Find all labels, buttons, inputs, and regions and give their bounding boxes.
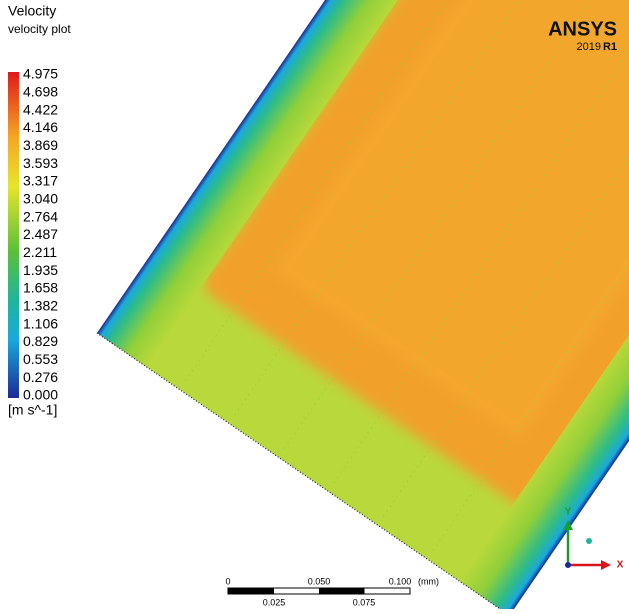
legend-tick-label: 2.487 xyxy=(23,226,58,242)
colorbar xyxy=(8,72,19,398)
axis-label: Y xyxy=(565,507,572,518)
legend-tick-label: 0.276 xyxy=(23,369,58,385)
legend-tick-label: 3.317 xyxy=(23,173,58,189)
legend-tick-label: 2.764 xyxy=(23,208,58,224)
legend-tick-label: 1.935 xyxy=(23,262,58,278)
scale-label: 0.025 xyxy=(263,597,286,607)
legend-tick-label: 3.869 xyxy=(23,137,58,153)
scale-label: 0.075 xyxy=(353,597,376,607)
logo-version: 2019 xyxy=(577,41,601,53)
legend-tick-label: 3.593 xyxy=(23,155,58,171)
scale-label: 0 xyxy=(225,576,230,586)
legend-tick-label: 4.975 xyxy=(23,66,58,82)
axis-triad xyxy=(563,520,611,570)
scale-bar xyxy=(227,587,411,595)
logo-release: R1 xyxy=(603,41,617,53)
legend-tick-label: 0.000 xyxy=(23,387,58,403)
flow-field xyxy=(96,0,629,609)
scale-label: 0.050 xyxy=(308,576,331,586)
legend-tick-label: 1.106 xyxy=(23,315,58,331)
legend-tick-label: 0.553 xyxy=(23,351,58,367)
legend-tick-label: 1.658 xyxy=(23,280,58,296)
legend-unit: [m s^-1] xyxy=(8,402,57,418)
logo-brand: ANSYS xyxy=(548,18,617,40)
legend-tick-label: 3.040 xyxy=(23,191,58,207)
legend-title: Velocity xyxy=(8,3,56,19)
legend-tick-label: 0.829 xyxy=(23,333,58,349)
axis-label: X xyxy=(617,560,624,571)
legend-tick-label: 2.211 xyxy=(23,244,57,260)
scale-unit: (mm) xyxy=(418,576,439,586)
legend-subtitle: velocity plot xyxy=(8,22,71,36)
legend-tick-label: 4.698 xyxy=(23,84,58,100)
legend-tick-label: 4.146 xyxy=(23,119,58,135)
legend-tick-label: 1.382 xyxy=(23,298,58,314)
legend-tick-label: 4.422 xyxy=(23,101,58,117)
scale-label: 0.100 xyxy=(389,576,412,586)
